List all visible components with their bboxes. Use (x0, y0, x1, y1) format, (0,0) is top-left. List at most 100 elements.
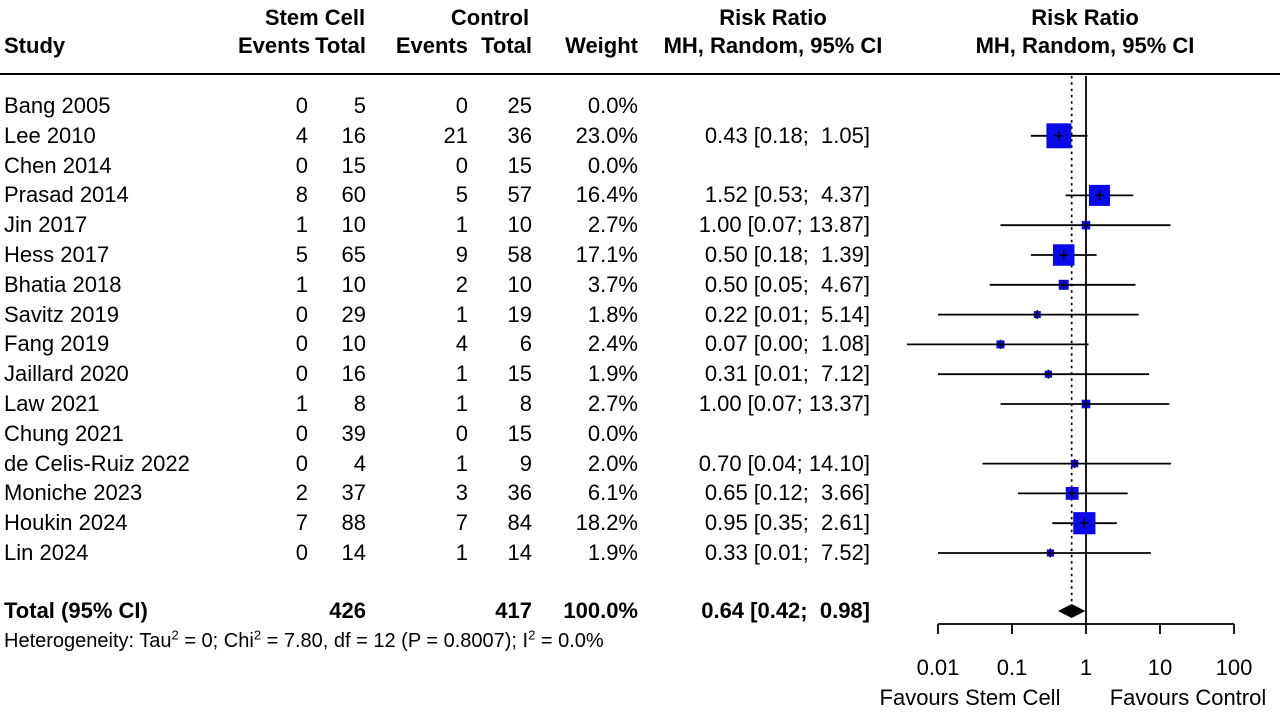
study-name: Lee 2010 (4, 122, 96, 148)
risk-ratio-ci-value: 0.43 [0.18; 1.05] (704, 122, 870, 148)
control-events: 0 (455, 93, 468, 118)
effect-column-title: Risk Ratio (719, 5, 827, 30)
stem-cell-total: 16 (341, 122, 366, 148)
column-header-effect-model: MH, Random, 95% CI (663, 33, 883, 58)
x-axis-label-favours-stem-cell: Favours Stem Cell (879, 685, 1061, 710)
control-total: 57 (507, 182, 532, 208)
weight-value: 0.0% (587, 93, 638, 118)
column-header-sc-total: Total (315, 33, 366, 58)
stem-cell-events: 1 (295, 391, 308, 416)
stem-cell-events: 0 (295, 152, 308, 178)
stem-cell-events: 1 (295, 271, 308, 297)
weight-value: 2.0% (587, 450, 638, 476)
control-total: 14 (507, 540, 532, 565)
study-name: Lin 2024 (4, 540, 89, 565)
risk-ratio-ci-value: 1.00 [0.07; 13.87] (698, 212, 870, 238)
study-name: Law 2021 (4, 391, 100, 416)
control-total: 15 (507, 420, 532, 446)
risk-ratio-ci-value: 0.07 [0.00; 1.08] (704, 331, 870, 357)
weight-square (1058, 279, 1069, 290)
control-events: 4 (455, 331, 468, 357)
stem-cell-events: 2 (295, 480, 308, 506)
weight-square (1088, 184, 1110, 206)
stem-cell-total: 16 (341, 361, 366, 387)
stem-cell-total: 15 (341, 152, 366, 178)
weight-value: 2.7% (587, 212, 638, 238)
study-name: Chung 2021 (4, 420, 124, 446)
stem-cell-events: 0 (295, 331, 308, 357)
control-total: 10 (507, 212, 532, 238)
stem-cell-events: 0 (295, 93, 308, 118)
study-name: Moniche 2023 (4, 480, 143, 506)
stem-cell-events: 0 (295, 301, 308, 327)
weight-value: 1.9% (587, 540, 638, 565)
risk-ratio-ci-value: 0.95 [0.35; 2.61] (704, 510, 870, 536)
weight-value: 0.0% (587, 420, 638, 446)
stem-cell-events: 7 (295, 510, 308, 536)
stem-cell-total: 8 (353, 391, 366, 416)
control-events: 3 (455, 480, 468, 506)
pooled-diamond (1058, 604, 1086, 618)
risk-ratio-ci-value: 0.33 [0.01; 7.52] (704, 540, 870, 565)
study-name: de Celis-Ruiz 2022 (4, 450, 190, 476)
column-header-study: Study (4, 33, 66, 58)
stem-cell-events: 4 (295, 122, 308, 148)
weight-square (1052, 244, 1075, 266)
weight-square (1070, 459, 1079, 468)
control-total: 36 (507, 122, 532, 148)
stem-cell-total: 10 (341, 331, 366, 357)
control-events: 1 (455, 301, 468, 327)
control-total: 10 (507, 271, 532, 297)
column-header-c-events: Events (395, 33, 468, 58)
stem-cell-events: 8 (295, 182, 308, 208)
column-header-c-total: Total (481, 33, 532, 58)
control-events: 1 (455, 361, 468, 387)
control-events: 1 (455, 391, 468, 416)
weight-value: 3.7% (587, 271, 638, 297)
stem-cell-total: 88 (341, 510, 366, 536)
weight-square (1073, 512, 1096, 535)
stem-cell-total: 60 (341, 182, 366, 208)
stem-cell-events: 0 (295, 420, 308, 446)
control-events: 9 (455, 242, 468, 267)
weight-value: 0.0% (587, 152, 638, 178)
risk-ratio-ci-value: 0.65 [0.12; 3.66] (704, 480, 870, 506)
control-events: 1 (455, 450, 468, 476)
weight-value: 16.4% (575, 182, 638, 208)
heterogeneity-note: Heterogeneity: Tau2 = 0; Chi2 = 7.80, df… (4, 627, 604, 652)
stem-cell-total: 65 (341, 242, 366, 267)
weight-value: 1.9% (587, 361, 638, 387)
control-total: 15 (507, 152, 532, 178)
control-events: 21 (443, 122, 468, 148)
risk-ratio-ci-value: 1.52 [0.53; 4.37] (704, 182, 870, 208)
weight-square (1081, 220, 1091, 230)
control-events: 0 (455, 152, 468, 178)
control-events: 2 (455, 271, 468, 297)
control-total: 8 (519, 391, 532, 416)
stem-cell-total: 4 (353, 450, 366, 476)
stem-cell-events: 0 (295, 540, 308, 565)
control-events: 5 (455, 182, 468, 208)
weight-square (1065, 486, 1079, 500)
weight-square (1044, 370, 1052, 378)
stem-cell-total: 10 (341, 271, 366, 297)
stem-cell-total: 37 (341, 480, 366, 506)
control-total: 25 (507, 93, 532, 118)
weight-square (1046, 123, 1072, 149)
stem-cell-events: 5 (295, 242, 308, 267)
x-axis-label-favours-control: Favours Control (1109, 685, 1267, 710)
control-total: 9 (519, 450, 532, 476)
x-axis-tick-label: 10 (1147, 655, 1173, 680)
risk-ratio-ci-value: 1.00 [0.07; 13.37] (698, 391, 870, 416)
control-events: 1 (455, 212, 468, 238)
column-header-sc-events: Events (238, 33, 311, 58)
stem-cell-total: 14 (341, 540, 366, 565)
x-axis-tick-label: 0.01 (916, 655, 960, 680)
x-axis-tick-label: 1 (1079, 655, 1093, 680)
study-name: Chen 2014 (4, 152, 112, 178)
column-group-control: Control (450, 5, 530, 30)
plot-header-effect-model: MH, Random, 95% CI (975, 33, 1195, 58)
risk-ratio-ci-value: 0.50 [0.18; 1.39] (704, 242, 870, 267)
control-total: 15 (507, 361, 532, 387)
